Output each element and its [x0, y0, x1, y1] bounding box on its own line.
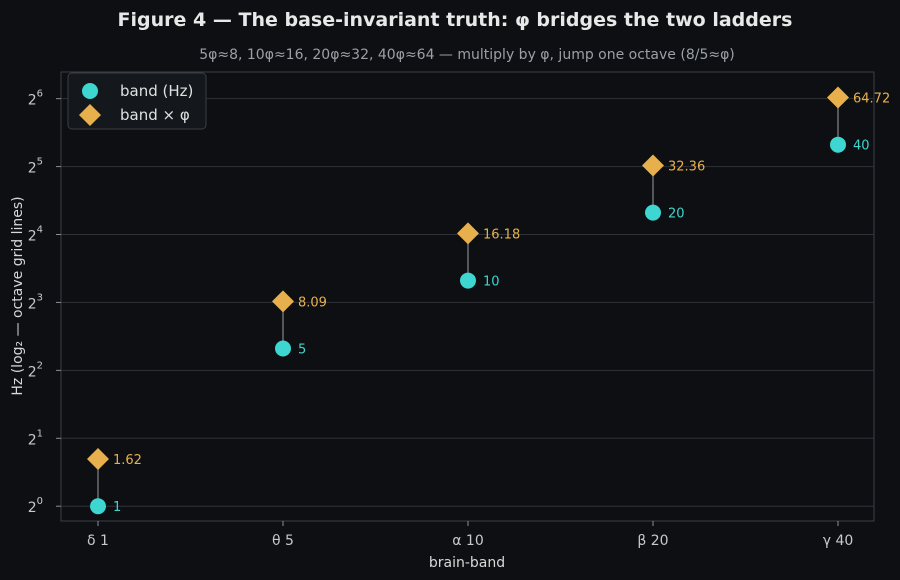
band-point: [90, 498, 106, 515]
band-value-label: 40: [853, 139, 870, 154]
band-point: [830, 136, 846, 153]
band-value-label: 10: [483, 275, 500, 290]
band-point: [460, 272, 476, 289]
chart-title: Figure 4 — The base-invariant truth: φ b…: [118, 9, 793, 31]
x-tick-layer: δ 1 θ 5 α 10 β 20 γ 40: [87, 521, 853, 549]
x-tick-label: δ 1: [87, 533, 109, 549]
x-tick-label: β 20: [637, 533, 668, 549]
x-tick-label: γ 40: [823, 533, 854, 549]
phi-point: [457, 222, 479, 245]
phi-point: [827, 86, 849, 109]
phi-point: [642, 154, 664, 177]
phi-value-label: 16.18: [483, 227, 520, 242]
grid-layer: [61, 98, 874, 507]
legend-phi-label: band × φ: [120, 106, 190, 124]
band-point: [275, 340, 291, 357]
phi-point: [272, 290, 294, 313]
band-value-label: 1: [113, 500, 121, 515]
legend-band-label: band (Hz): [120, 82, 193, 100]
x-axis-label: brain-band: [429, 555, 505, 571]
legend: band (Hz) band × φ: [67, 72, 207, 130]
y-axis-label: Hz (log₂ — octave grid lines): [10, 196, 26, 395]
x-tick-label: α 10: [452, 533, 484, 549]
phi-value-label: 32.36: [668, 159, 705, 174]
band-value-label: 5: [298, 342, 306, 357]
marker-layer: [87, 86, 849, 515]
phi-value-label: 64.72: [853, 92, 890, 107]
legend-band-marker: [82, 83, 98, 99]
label-layer: 1 5 10 20 40 1.62 8.09 16.18 32.36 64.72: [113, 92, 890, 516]
band-value-label: 20: [668, 207, 685, 222]
legend-phi-marker: [79, 104, 101, 126]
x-tick-label: θ 5: [272, 533, 294, 549]
legend-box: [67, 72, 207, 130]
phi-value-label: 1.62: [113, 453, 142, 468]
chart-subtitle: 5φ≈8, 10φ≈16, 20φ≈32, 40φ≈64 — multiply …: [199, 47, 735, 63]
phi-value-label: 8.09: [298, 295, 327, 310]
band-point: [645, 204, 661, 221]
phi-point: [87, 447, 109, 470]
